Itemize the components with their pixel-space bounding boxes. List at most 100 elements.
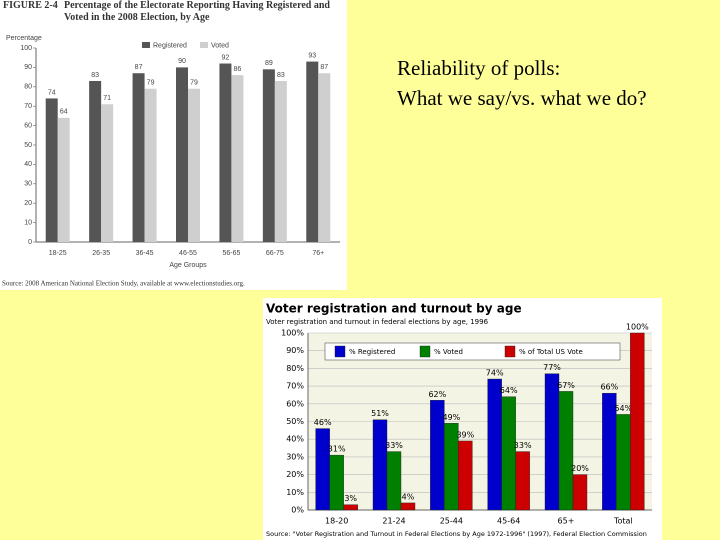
data-label: 79 <box>147 80 155 87</box>
y-tick-label: 50% <box>286 417 304 426</box>
x-tick-label: 26-35 <box>92 250 110 257</box>
legend-swatch <box>419 345 431 358</box>
bar <box>572 474 588 511</box>
bar <box>219 63 232 242</box>
data-label: 51% <box>371 409 389 418</box>
legend-label: % Voted <box>434 348 463 356</box>
bar <box>144 88 157 243</box>
bar <box>176 67 188 243</box>
legend-label: % Registered <box>349 348 395 356</box>
data-label: 54% <box>614 404 632 413</box>
data-label: 87 <box>320 64 328 71</box>
bar <box>132 73 145 242</box>
y-tick-label: 10% <box>286 488 304 497</box>
data-label: 3% <box>344 494 357 503</box>
bar <box>231 75 244 242</box>
x-tick-label: Total <box>613 517 633 526</box>
data-label: 4% <box>402 492 415 501</box>
x-tick-label: 45-64 <box>497 517 520 526</box>
bar <box>274 80 287 242</box>
y-tick-label: 20% <box>286 470 304 479</box>
y-tick-label: 90% <box>286 346 304 355</box>
data-label: 31% <box>328 445 346 454</box>
bar <box>318 73 331 242</box>
data-label: 86 <box>234 66 242 73</box>
data-label: 64% <box>500 386 518 395</box>
x-tick-label: 21-24 <box>382 517 405 526</box>
x-axis-label: Age Groups <box>169 262 207 269</box>
source-note: Source: 2008 American National Election … <box>2 280 245 288</box>
x-tick-label: 65+ <box>558 517 575 526</box>
bar <box>544 373 560 511</box>
bar <box>188 88 200 243</box>
data-label: 20% <box>571 464 589 473</box>
data-label: 67% <box>557 381 575 390</box>
bar <box>630 332 645 511</box>
data-label: 89 <box>265 60 273 67</box>
data-label: 74 <box>48 89 56 96</box>
data-label: 64 <box>60 109 68 116</box>
bar <box>400 502 416 511</box>
bar <box>501 396 516 511</box>
legend-swatch <box>200 42 208 48</box>
data-label: 93 <box>308 52 316 59</box>
y-tick-label: 70% <box>286 382 304 391</box>
y-tick-label: 90 <box>24 64 32 71</box>
y-tick-label: 40% <box>286 435 304 444</box>
y-tick-label: 10 <box>24 219 32 226</box>
slide-text: Reliability of polls: <box>397 56 561 80</box>
x-tick-label: 46-55 <box>179 250 197 257</box>
data-label: 62% <box>428 390 446 399</box>
bar <box>343 504 358 511</box>
bar <box>315 428 330 511</box>
data-label: 33% <box>385 441 403 450</box>
bar <box>89 80 102 242</box>
bar <box>306 61 319 242</box>
y-tick-label: 70 <box>24 103 32 110</box>
bar <box>558 391 574 511</box>
y-tick-label: 100% <box>281 329 304 338</box>
bar <box>458 440 473 511</box>
bar <box>101 104 114 242</box>
y-tick-label: 30 <box>24 181 32 188</box>
x-tick-label: 66-75 <box>266 250 284 257</box>
legend-label: Voted <box>211 42 229 49</box>
data-label: 79 <box>190 80 198 87</box>
data-label: 83 <box>277 72 285 79</box>
data-label: 39% <box>456 430 474 439</box>
bar <box>515 451 530 511</box>
bar <box>329 454 344 511</box>
data-label: 90 <box>178 58 186 65</box>
data-label: 100% <box>626 323 649 332</box>
bar <box>616 414 631 511</box>
legend-label: Registered <box>153 42 187 49</box>
source-note: Source: "Voter Registration and Turnout … <box>266 530 647 538</box>
y-tick-label: 60% <box>286 399 304 408</box>
data-label: 46% <box>314 418 332 427</box>
y-axis-label: Percentage <box>6 35 42 42</box>
chart-subtitle: Voter registration and turnout in federa… <box>266 318 489 326</box>
x-tick-label: 76+ <box>312 250 324 257</box>
bar <box>487 378 502 511</box>
slide-text: What we say/vs. what we do? <box>397 86 647 110</box>
y-tick-label: 80% <box>286 364 304 373</box>
legend-swatch <box>142 42 150 48</box>
figure-label: FIGURE 2-4 <box>3 0 58 11</box>
legend-swatch <box>504 345 516 358</box>
bar <box>57 117 70 242</box>
y-tick-label: 60 <box>24 122 32 129</box>
legend-label: % of Total US Vote <box>519 348 583 356</box>
data-label: 66% <box>600 383 618 392</box>
bar <box>262 69 275 242</box>
bar <box>372 419 388 511</box>
data-label: 92 <box>222 54 230 61</box>
data-label: 74% <box>486 369 504 378</box>
legend-box <box>324 342 621 361</box>
y-tick-label: 0 <box>28 239 32 246</box>
x-tick-label: 36-45 <box>136 250 154 257</box>
legend-swatch <box>334 345 346 358</box>
x-tick-label: 18-25 <box>49 250 67 257</box>
y-tick-label: 20 <box>24 200 32 207</box>
